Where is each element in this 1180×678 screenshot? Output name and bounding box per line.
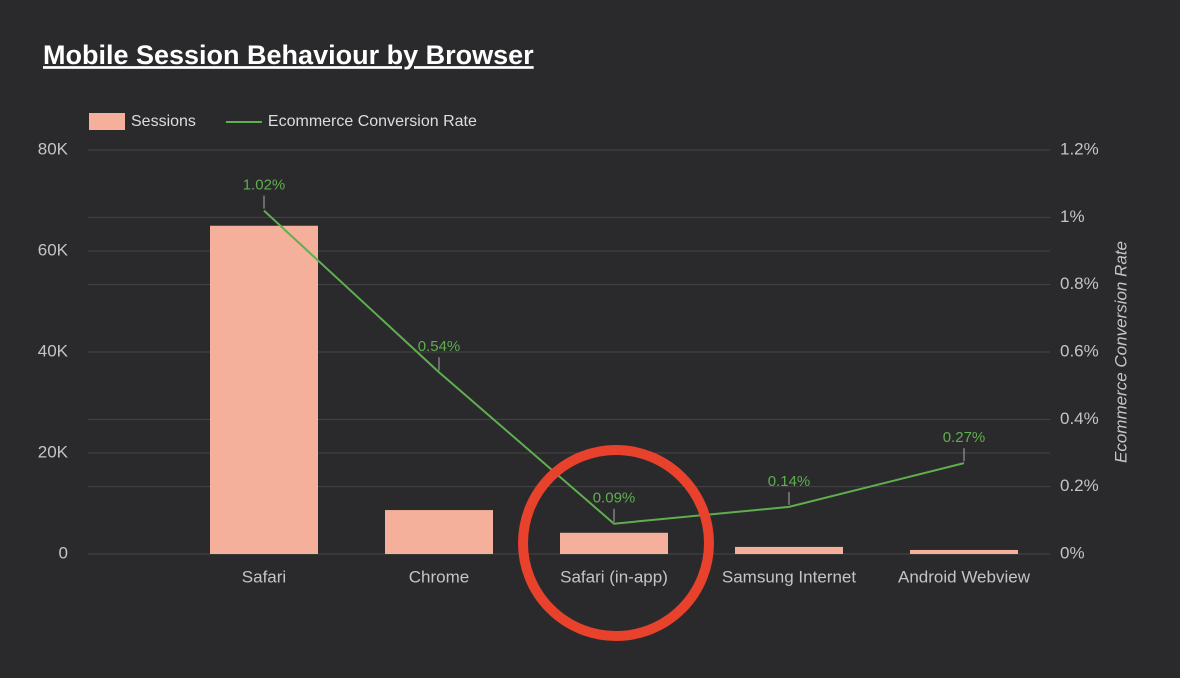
x-tick-label: Samsung Internet <box>722 567 856 586</box>
y-tick-label: 0 <box>59 543 68 562</box>
data-label: 0.14% <box>768 473 811 490</box>
x-tick-label: Safari <box>242 567 286 586</box>
bar <box>210 225 318 554</box>
bar <box>560 532 668 554</box>
data-label: 0.27% <box>943 429 986 446</box>
legend-label: Ecommerce Conversion Rate <box>268 113 477 130</box>
y2-axis-title: Ecommerce Conversion Rate <box>1111 241 1130 463</box>
x-tick-label: Android Webview <box>898 567 1031 586</box>
y2-tick-label: 0.8% <box>1060 274 1099 293</box>
y2-tick-label: 1% <box>1060 207 1085 226</box>
y2-tick-label: 0.4% <box>1060 409 1099 428</box>
bar <box>735 546 843 554</box>
y2-tick-label: 0.6% <box>1060 341 1099 360</box>
y-tick-label: 40K <box>38 341 69 360</box>
data-label: 0.54% <box>418 338 461 355</box>
bar <box>385 510 493 554</box>
data-label: 1.02% <box>243 177 286 194</box>
y2-tick-label: 0% <box>1060 543 1085 562</box>
chart-title: Mobile Session Behaviour by Browser <box>43 40 534 70</box>
data-label: 0.09% <box>593 490 636 507</box>
x-tick-label: Safari (in-app) <box>560 567 668 586</box>
y-tick-label: 60K <box>38 240 69 259</box>
y-tick-label: 80K <box>38 139 69 158</box>
legend-label: Sessions <box>131 113 196 130</box>
legend-swatch <box>89 113 125 130</box>
x-tick-label: Chrome <box>409 567 469 586</box>
y2-tick-label: 1.2% <box>1060 139 1099 158</box>
y2-tick-label: 0.2% <box>1060 476 1099 495</box>
y-tick-label: 20K <box>38 442 69 461</box>
bar <box>910 549 1018 554</box>
highlight-circle <box>518 445 714 641</box>
line <box>263 209 965 525</box>
